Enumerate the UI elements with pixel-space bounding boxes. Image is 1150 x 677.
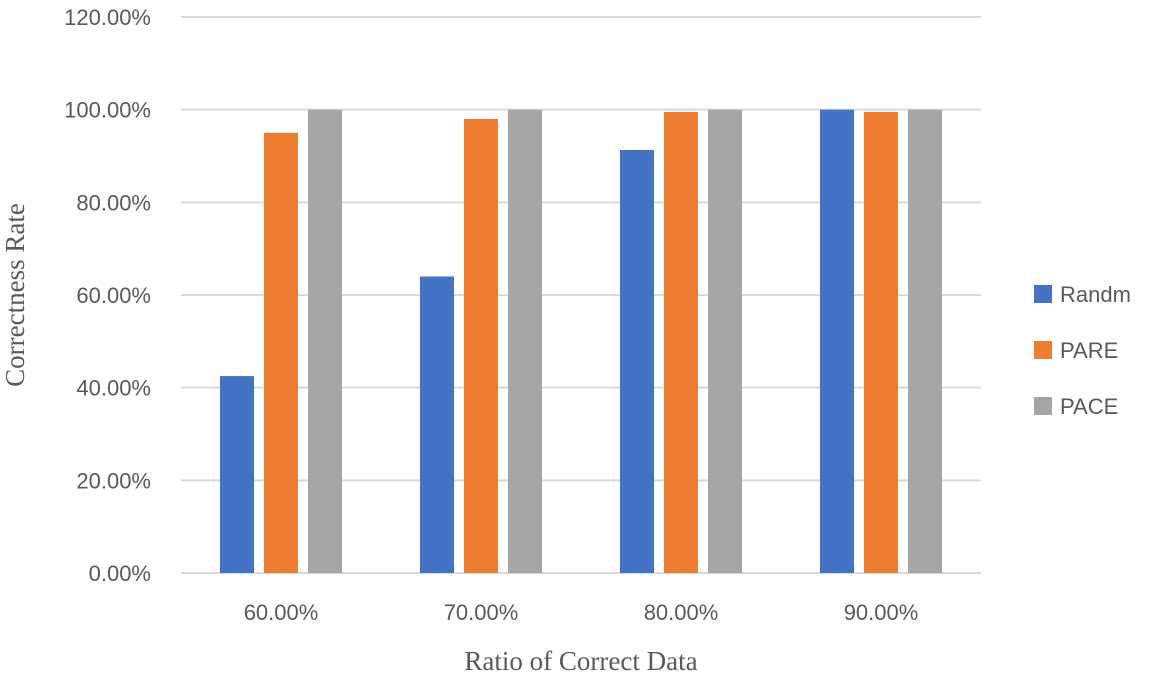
x-tick-label: 70.00%: [444, 600, 519, 625]
bar-randm: [620, 149, 654, 573]
bar-pare: [864, 111, 898, 573]
bar-pare: [464, 118, 498, 573]
y-tick-label: 20.00%: [76, 468, 151, 493]
y-tick-label: 100.00%: [64, 98, 151, 123]
y-tick-label: 80.00%: [76, 190, 151, 215]
bar-randm: [420, 276, 454, 573]
x-tick-label: 80.00%: [644, 600, 719, 625]
x-axis-ticks: 60.00% 70.00% 80.00% 90.00%: [244, 600, 919, 625]
bar-pare: [664, 111, 698, 573]
legend-label: PARE: [1060, 338, 1118, 363]
y-tick-label: 40.00%: [76, 376, 151, 401]
legend-label: Randm: [1060, 282, 1131, 307]
x-tick-label: 90.00%: [844, 600, 919, 625]
bar-randm: [220, 376, 254, 573]
x-tick-label: 60.00%: [244, 600, 319, 625]
bar-randm: [820, 109, 854, 574]
legend-swatch: [1034, 397, 1052, 415]
bar-pace: [908, 109, 942, 574]
bar-pare: [264, 132, 298, 574]
bars: [220, 109, 942, 574]
legend-swatch: [1034, 285, 1052, 303]
gridlines: [181, 16, 981, 574]
y-tick-label: 0.00%: [89, 561, 151, 586]
x-axis-title: Ratio of Correct Data: [464, 646, 697, 676]
legend: Randm PARE PACE: [1034, 282, 1131, 419]
y-tick-label: 60.00%: [76, 283, 151, 308]
legend-label: PACE: [1060, 394, 1118, 419]
y-axis-ticks: 0.00% 20.00% 40.00% 60.00% 80.00% 100.00% 120.…: [64, 5, 151, 586]
legend-swatch: [1034, 341, 1052, 359]
bar-pace: [508, 109, 542, 574]
y-tick-label: 120.00%: [64, 5, 151, 30]
bar-pace: [308, 109, 342, 574]
bar-pace: [708, 109, 742, 574]
y-axis-title: Correctness Rate: [0, 203, 30, 387]
